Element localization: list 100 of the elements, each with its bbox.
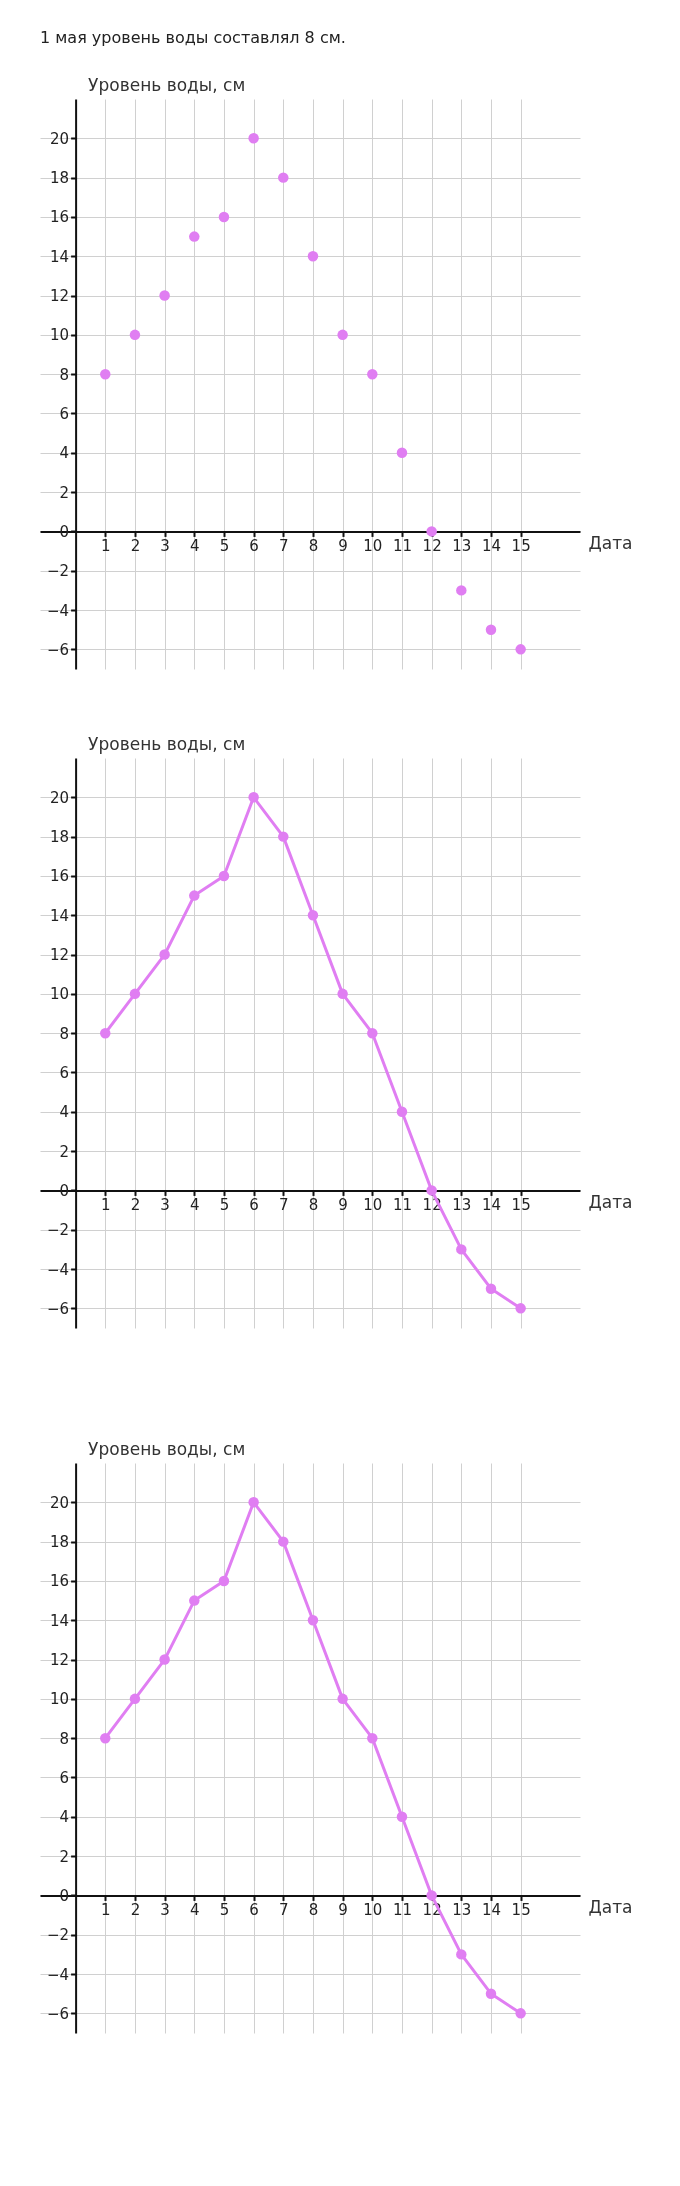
y-tick-label: 14 [50,247,70,266]
y-tick-label: 18 [50,169,70,188]
x-tick-label: 12 [422,536,442,555]
y-tick-label: 8 [59,365,70,384]
point [278,1536,289,1547]
point [248,133,259,144]
x-axis-title: Дата [588,1191,633,1212]
point [426,1185,437,1196]
y-tick-label: 2 [59,483,70,502]
y-tick-label: −2 [46,1221,70,1240]
point [456,585,467,596]
x-tick-label: 2 [130,1195,141,1214]
point [278,831,289,842]
point [218,211,230,223]
y-tick-label: 12 [50,1651,70,1670]
y-axis-title: Уровень воды, см [88,74,246,95]
x-tick-label: 6 [249,536,259,555]
x-tick-label: 3 [160,1900,170,1919]
point [100,1732,111,1744]
x-axis-title: Дата [588,1896,633,1917]
y-tick-label: −6 [46,640,70,659]
point [515,644,526,655]
point [396,447,408,459]
point [248,1497,259,1508]
point [159,1654,170,1665]
x-tick-label: 7 [279,536,289,555]
y-tick-label: −6 [46,1299,70,1318]
x-tick-label: 8 [308,1900,319,1919]
point [426,1890,437,1901]
point [337,988,348,1000]
x-tick-label: 4 [190,536,200,555]
point [307,1615,319,1626]
y-tick-label: 8 [59,1024,70,1043]
y-tick-label: 14 [50,1611,70,1630]
point [307,251,319,262]
point [100,368,111,380]
x-tick-label: 5 [219,536,230,555]
y-tick-label: 20 [50,788,70,807]
y-tick-label: −4 [46,1965,70,1984]
y-tick-label: 16 [50,867,70,886]
x-tick-label: 13 [452,1195,472,1214]
y-tick-label: 16 [50,208,70,227]
x-tick-label: 13 [452,1900,472,1919]
point [159,949,170,960]
x-tick-label: 5 [219,1195,230,1214]
point [396,1106,408,1118]
point [307,910,319,921]
x-axis-title: Дата [588,532,633,553]
x-tick-label: 10 [363,1195,383,1214]
x-tick-label: 4 [190,1195,200,1214]
point [485,1283,497,1294]
y-tick-label: 10 [50,985,70,1004]
point [337,1693,348,1705]
x-tick-label: 8 [308,1195,319,1214]
y-tick-label: 18 [50,828,70,847]
y-tick-label: 10 [50,326,70,345]
y-tick-label: 6 [59,404,70,423]
x-tick-label: 15 [511,1195,531,1214]
y-tick-label: −6 [46,2004,70,2023]
y-tick-label: 10 [50,1690,70,1709]
point [367,368,378,380]
point [189,1595,200,1606]
x-tick-label: 14 [481,1195,502,1214]
x-tick-label: 7 [279,1900,289,1919]
chart-title: 1 мая уровень воды составлял 8 см. [40,28,346,47]
point [337,329,348,341]
point [159,290,170,301]
x-tick-label: 11 [392,1900,413,1919]
y-tick-label: 12 [50,287,70,306]
point [485,1988,497,1999]
point [426,526,437,537]
point [278,172,289,183]
y-tick-label: 8 [59,1729,70,1748]
y-tick-label: 4 [59,1808,70,1827]
point [485,624,497,635]
y-tick-label: 14 [50,906,70,925]
x-tick-label: 15 [511,536,531,555]
x-tick-label: 1 [101,1195,111,1214]
x-tick-label: 3 [160,536,170,555]
y-tick-label: 4 [59,444,70,463]
x-tick-label: 7 [279,1195,289,1214]
x-tick-label: 10 [363,536,383,555]
x-tick-label: 6 [249,1900,259,1919]
y-tick-label: −2 [46,562,70,581]
y-tick-label: 20 [50,1493,70,1512]
x-tick-label: 9 [338,1900,348,1919]
x-tick-label: 11 [392,1195,413,1214]
x-tick-label: 1 [101,536,111,555]
point [456,1949,467,1960]
point [129,1693,141,1705]
x-tick-label: 10 [363,1900,383,1919]
x-tick-label: 15 [511,1900,531,1919]
point [218,1575,230,1587]
x-tick-label: 9 [338,1195,348,1214]
point [218,870,230,882]
point [396,1811,408,1823]
x-tick-label: 14 [481,1900,502,1919]
point [100,1027,111,1039]
x-tick-label: 6 [249,1195,259,1214]
x-tick-label: 11 [392,536,413,555]
